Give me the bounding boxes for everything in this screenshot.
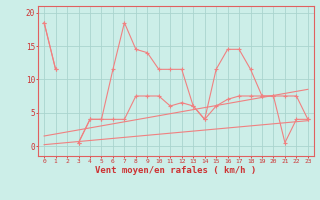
X-axis label: Vent moyen/en rafales ( km/h ): Vent moyen/en rafales ( km/h ) xyxy=(95,166,257,175)
